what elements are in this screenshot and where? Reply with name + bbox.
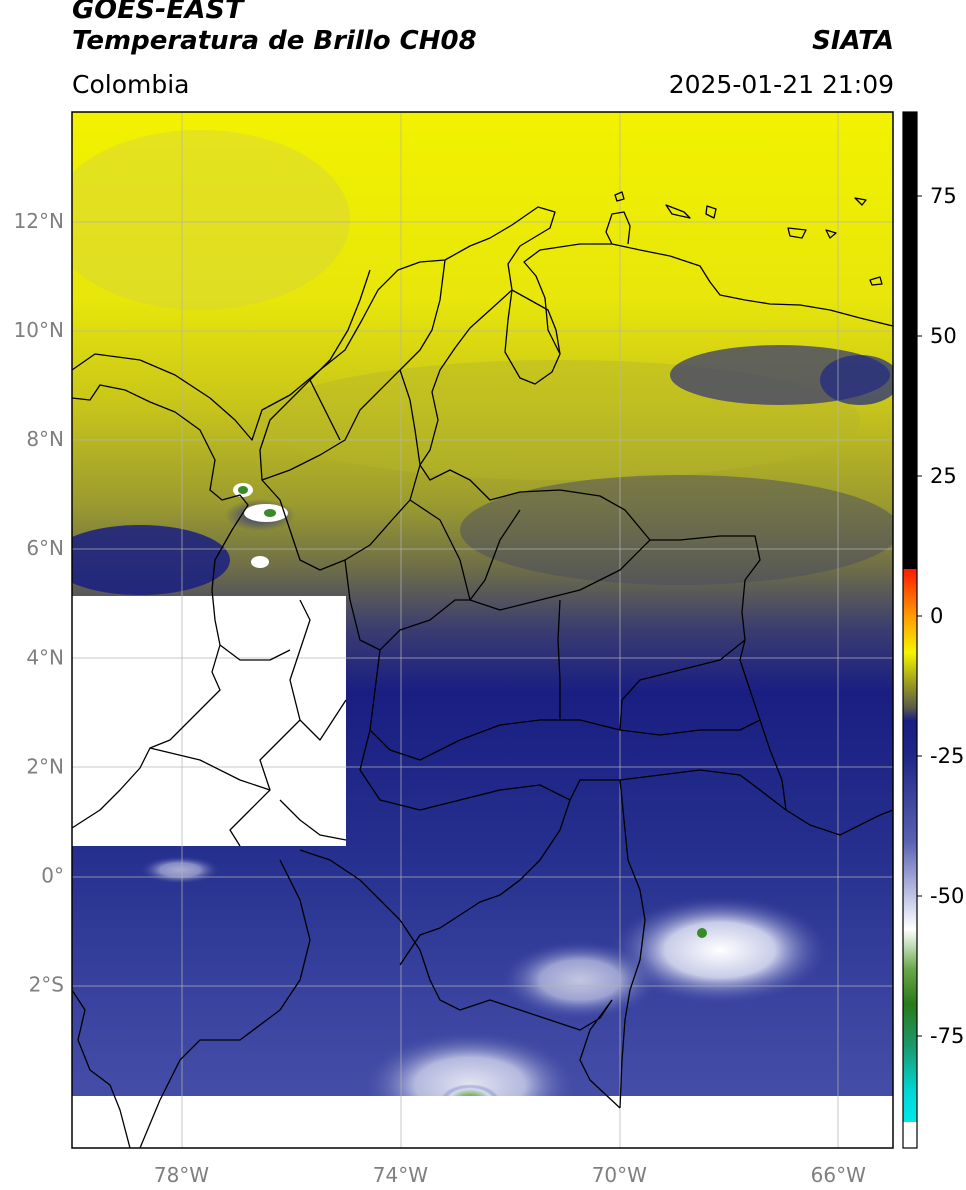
colorbar-tick-label: -50 [930,884,964,908]
latitude-tick-label: 10°N [14,318,64,342]
datetime-label: 2025-01-21 21:09 [668,70,894,99]
ecuador-coast [72,989,131,1148]
island [614,191,625,202]
latitude-tick-label: 6°N [26,536,64,560]
dept-border [261,464,421,571]
dept-border [399,369,421,466]
brand-label: SIATA [812,26,894,56]
colorbar-segment-cold [903,754,917,1004]
border-ven-inner [785,809,893,836]
boundaries [72,191,893,1148]
colorbar-tick-label: -25 [930,744,964,768]
dept-border-west [299,699,347,741]
dept-border [309,379,341,441]
latitude-tick-label: 2°N [26,754,64,778]
latitude-ticks: 12°N 10°N 8°N 6°N 4°N 2°N 0° 2°S [14,209,64,996]
dept-border [259,259,446,481]
island [705,205,717,219]
island [665,204,691,219]
panama-coast [72,384,249,591]
dept-border [557,599,561,720]
longitude-ticks: 78°W 74°W 70°W 66°W [154,1163,866,1187]
colorbar-tick-label: 25 [930,464,957,488]
product-title: Temperatura de Brillo CH08 [72,26,477,56]
latitude-tick-label: 8°N [26,427,64,451]
longitude-tick-label: 70°W [592,1163,647,1187]
lake-maracaibo [511,289,561,355]
dept-border [619,639,746,731]
colorbar-segment-coldest [903,1004,917,1122]
border-per-bra [579,999,621,1109]
border-col-bra [399,769,787,966]
brightness-field [72,112,893,1148]
colorbar-tick-label: -75 [930,1024,964,1048]
colorbar-tick-label: 0 [930,604,943,628]
latitude-tick-label: 12°N [14,209,64,233]
dept-border-west [219,644,291,661]
dept-border [344,559,470,651]
border-leticia [619,779,646,1109]
dept-border [369,649,761,761]
region-label: Colombia [72,70,190,99]
dept-border-west [229,599,311,847]
longitude-tick-label: 74°W [373,1163,428,1187]
border-col-ven [419,289,787,811]
latitude-tick-label: 0° [41,863,64,887]
paraguana-peninsula [605,211,631,245]
dept-border [469,539,651,611]
latitude-tick-label: 4°N [26,645,64,669]
island [869,276,883,286]
colorbar-segment-black [903,112,917,569]
latitude-tick-label: 2°S [29,972,64,996]
island [854,197,867,206]
graticule [72,112,893,1148]
border-ecu-per [139,859,311,1148]
colorbar-segment-white [903,1122,917,1148]
colorbar-ticks: 75 50 25 0 -25 -50 -75 [917,184,964,1048]
colorbar-tick-label: 50 [930,324,957,348]
colorbar-segment-warm [903,569,917,754]
border-col-per [299,849,613,1031]
plot-frame [71,111,894,1149]
colorbar-tick-label: 75 [930,184,957,208]
island [825,229,837,239]
longitude-tick-label: 66°W [811,1163,866,1187]
dept-border-west [279,799,347,841]
dept-border-west [149,747,271,791]
longitude-tick-label: 78°W [154,1163,209,1187]
colorbar-frame [902,111,918,1149]
satellite-title: GOES-EAST [72,0,244,25]
dept-border [359,729,571,811]
colorbar: 75 50 25 0 -25 -50 -75 [902,111,964,1149]
island [787,227,807,239]
